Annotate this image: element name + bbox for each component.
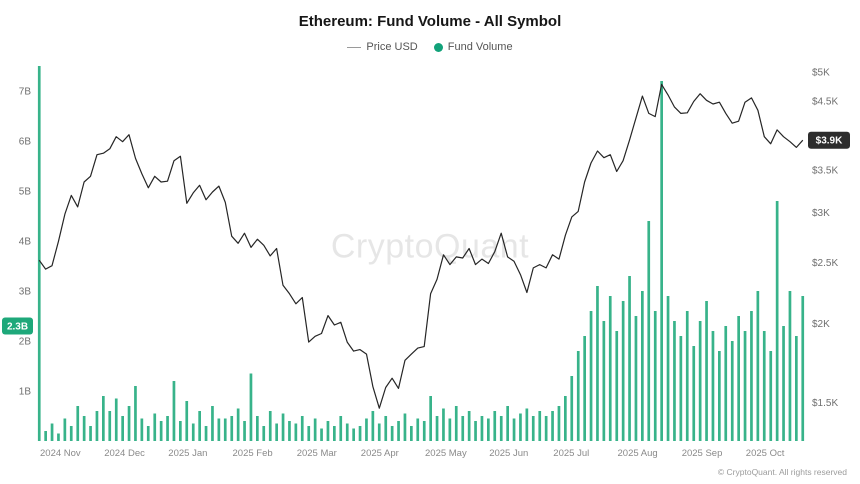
legend-label-price: Price USD	[366, 41, 418, 53]
x-axis-labels: 2024 Nov 2024 Dec 2025 Jan 2025 Feb 2025 Mar…	[40, 448, 785, 459]
svg-text:2025 Jun: 2025 Jun	[489, 448, 528, 459]
legend-label-fund-volume: Fund Volume	[447, 41, 513, 53]
svg-text:2B: 2B	[19, 337, 32, 348]
current-price-badge: $3.9K	[808, 131, 850, 149]
svg-text:$4.5K: $4.5K	[812, 96, 838, 107]
svg-text:2025 Aug: 2025 Aug	[618, 448, 658, 459]
svg-text:2025 Feb: 2025 Feb	[233, 448, 273, 459]
svg-text:3B: 3B	[19, 287, 32, 298]
fund-volume-bars	[37, 66, 805, 441]
svg-text:$3.5K: $3.5K	[812, 165, 838, 176]
svg-text:$2K: $2K	[812, 319, 830, 330]
svg-text:2025 Sep: 2025 Sep	[682, 448, 723, 459]
chart-legend: Price USD Fund Volume	[0, 41, 860, 53]
fund-volume-dot-icon	[433, 42, 443, 52]
left-axis-ticks: 7B 6B 5B 4B 3B 2B 1B	[19, 87, 32, 398]
legend-item-fund-volume[interactable]: Fund Volume	[433, 41, 513, 53]
svg-text:$1.5K: $1.5K	[812, 398, 838, 409]
chart-title: Ethereum: Fund Volume - All Symbol	[298, 13, 562, 30]
svg-text:2024 Nov: 2024 Nov	[40, 448, 81, 459]
svg-text:$2.5K: $2.5K	[812, 258, 838, 269]
svg-text:2025 Mar: 2025 Mar	[297, 448, 337, 459]
current-volume-badge: 2.3B	[2, 317, 33, 335]
svg-text:2.3B: 2.3B	[7, 322, 28, 333]
svg-text:7B: 7B	[19, 87, 32, 98]
svg-text:6B: 6B	[19, 137, 32, 148]
svg-text:2024 Dec: 2024 Dec	[104, 448, 145, 459]
legend-item-price[interactable]: Price USD	[347, 41, 418, 53]
svg-text:2025 Jan: 2025 Jan	[168, 448, 207, 459]
svg-text:2025 Oct: 2025 Oct	[746, 448, 785, 459]
svg-text:$3.9K: $3.9K	[816, 136, 843, 147]
price-line-marker-icon	[347, 46, 362, 48]
svg-text:2025 Jul: 2025 Jul	[553, 448, 589, 459]
price-usd-line	[38, 83, 804, 409]
svg-text:$5K: $5K	[812, 68, 830, 79]
svg-text:$3K: $3K	[812, 208, 830, 219]
svg-text:4B: 4B	[19, 237, 32, 248]
svg-text:1B: 1B	[19, 387, 32, 398]
right-axis-ticks: $5K $4.5K $3.5K $3K $2.5K $2K $1.5K	[812, 68, 838, 410]
copyright-notice: © CryptoQuant. All rights reserved	[717, 467, 847, 477]
svg-text:5B: 5B	[19, 187, 32, 198]
svg-text:2025 Apr: 2025 Apr	[361, 448, 399, 459]
svg-text:2025 May: 2025 May	[425, 448, 467, 459]
